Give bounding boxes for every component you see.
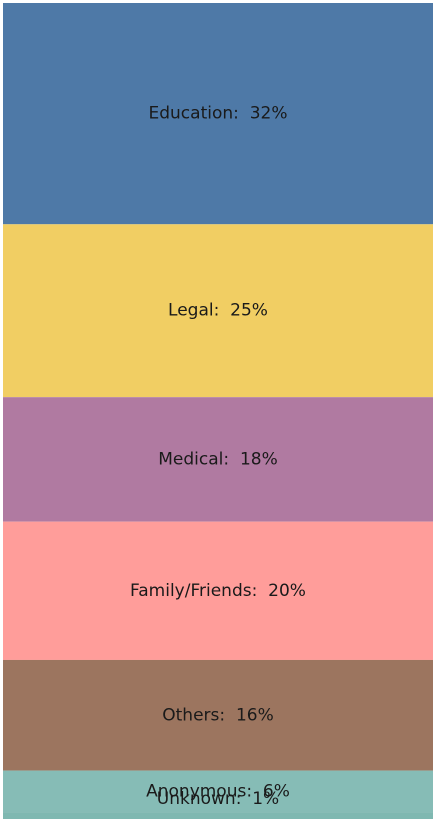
separator: : <box>219 705 236 725</box>
value-label: 18% <box>240 449 278 469</box>
segment <box>3 397 433 522</box>
segment <box>3 659 433 771</box>
separator: : <box>246 781 263 801</box>
value-label: 1% <box>252 789 279 809</box>
segment <box>3 224 433 398</box>
segment <box>3 521 433 660</box>
category-label: Unknown <box>157 789 236 809</box>
category-label: Education <box>149 104 234 124</box>
category-label: Anonymous <box>146 781 246 801</box>
segment-label: Education: 32% <box>149 104 288 124</box>
value-label: 6% <box>263 781 290 801</box>
separator: : <box>236 789 253 809</box>
category-label: Medical <box>158 449 223 469</box>
segment-label: Anonymous: 6% <box>146 781 290 801</box>
separator: : <box>252 581 269 601</box>
segment-label: Medical: 18% <box>158 449 277 469</box>
segment <box>3 812 433 819</box>
value-label: 20% <box>268 581 306 601</box>
segment <box>3 3 433 225</box>
segment-label: Legal: 25% <box>168 301 268 321</box>
category-label: Family/Friends <box>130 581 252 601</box>
separator: : <box>223 449 240 469</box>
separator: : <box>233 104 250 124</box>
value-label: 16% <box>236 705 274 725</box>
category-label: Others <box>162 705 219 725</box>
category-label: Legal <box>168 301 214 321</box>
value-label: 25% <box>230 301 268 321</box>
value-label: 32% <box>250 104 288 124</box>
segment-label: Unknown: 1% <box>157 789 279 809</box>
segment-label: Family/Friends: 20% <box>130 581 306 601</box>
separator: : <box>214 301 231 321</box>
segment-label: Others: 16% <box>162 705 273 725</box>
segment <box>3 770 433 813</box>
